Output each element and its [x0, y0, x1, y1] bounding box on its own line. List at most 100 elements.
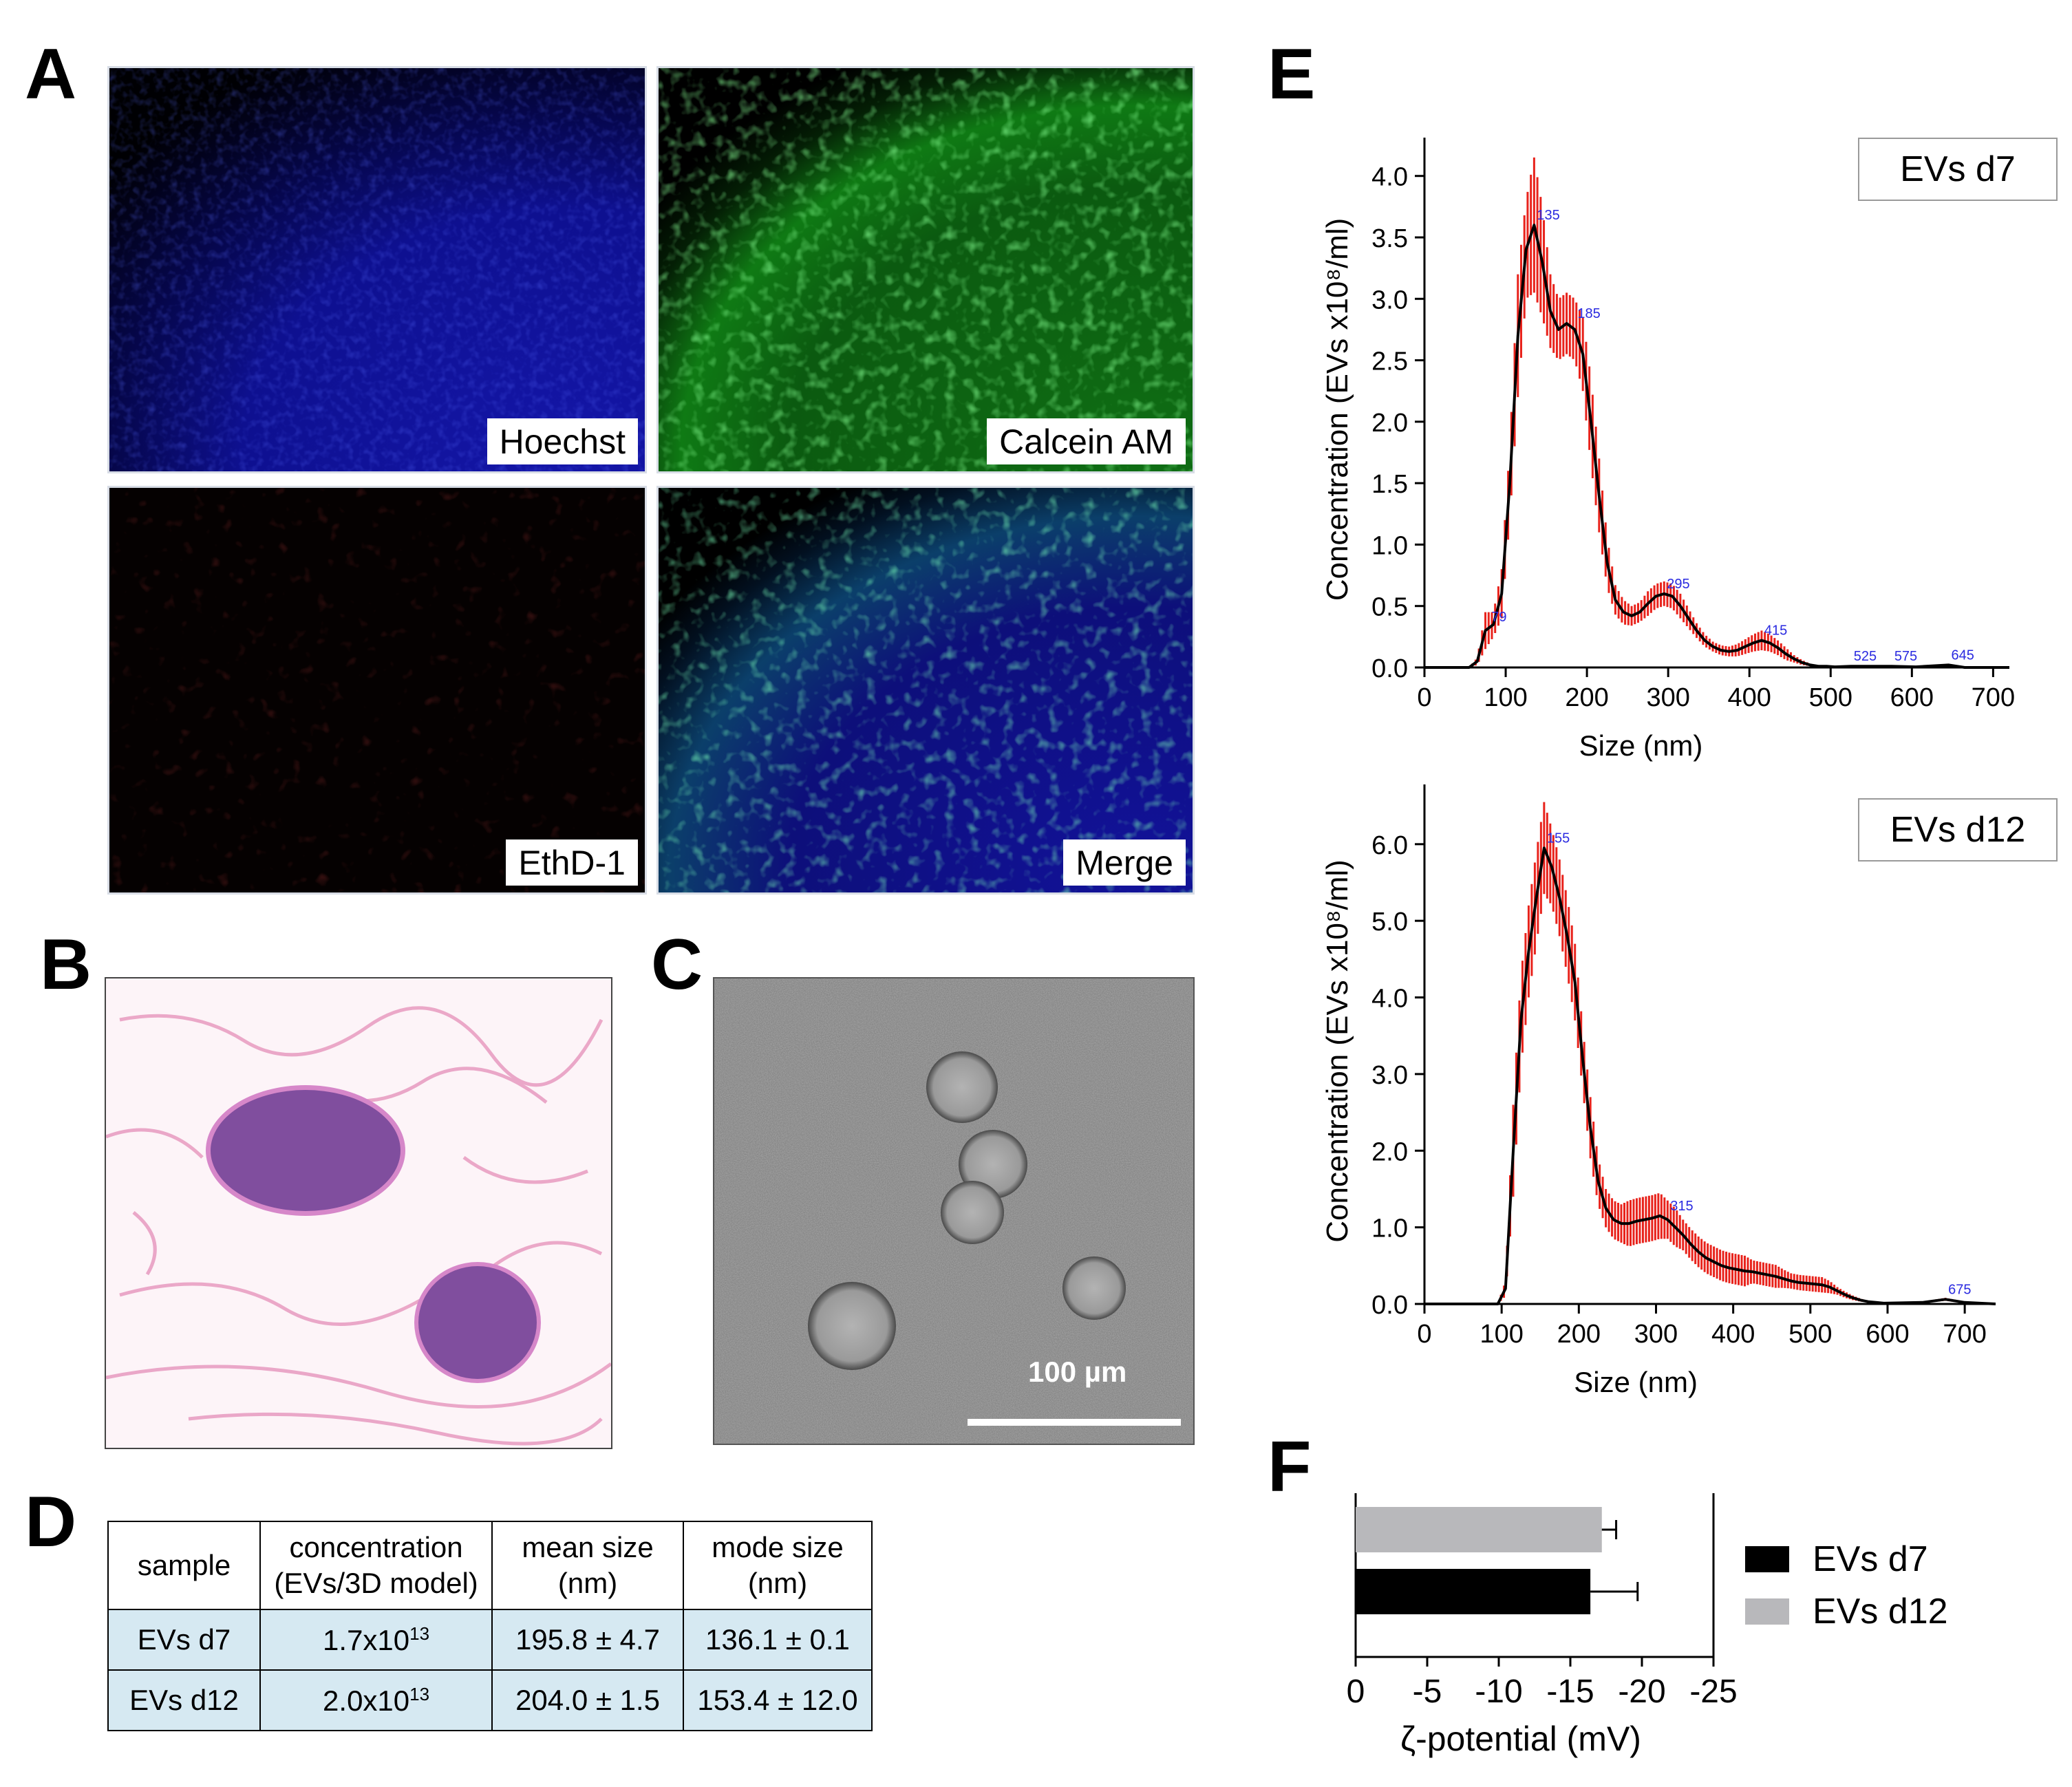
x-axis-label: ζ-potential (mV)	[1400, 1720, 1641, 1758]
tem-drawing	[714, 978, 1193, 1444]
cell-sample: EVs d7	[107, 1609, 261, 1671]
peak-label: 675	[1948, 1282, 1971, 1297]
x-tick-label: 700	[1943, 1320, 1986, 1349]
y-tick-label: 5.0	[1371, 908, 1408, 937]
calcein-image	[659, 68, 1193, 471]
x-axis-label: Size (nm)	[1574, 1366, 1698, 1398]
micrograph-merge: Merge	[656, 486, 1195, 895]
peak-label: 295	[1667, 577, 1689, 592]
vesicle	[941, 1181, 1004, 1244]
y-tick-label: 3.0	[1371, 1061, 1408, 1090]
micrograph-ethd: EthD-1	[107, 486, 647, 895]
ethd-image	[109, 488, 645, 892]
peak-label: 525	[1854, 649, 1877, 664]
legend-label: EVs d12	[1813, 1592, 1948, 1631]
y-tick-label: 2.0	[1371, 409, 1408, 438]
cell-cluster-2	[414, 1262, 541, 1383]
table-row: EVs d7 1.7x1013 195.8 ± 4.7 136.1 ± 0.1	[107, 1609, 873, 1671]
cell-mode-size: 136.1 ± 0.1	[682, 1609, 873, 1671]
histology-image	[105, 977, 612, 1449]
panel-letter-a: A	[25, 34, 77, 114]
x-tick-label: -25	[1689, 1673, 1737, 1710]
bar-evs-d7	[1356, 1569, 1591, 1614]
series-line	[1424, 224, 2009, 669]
ev-characterization-table: sample concentration (EVs/3D model) mean …	[107, 1521, 873, 1731]
peak-label: 185	[1577, 306, 1600, 321]
y-tick-label: 4.0	[1371, 163, 1408, 192]
micrograph-calcein: Calcein AM	[656, 66, 1195, 473]
y-tick-label: 3.0	[1371, 286, 1408, 314]
y-tick-label: 0.0	[1371, 1291, 1408, 1320]
header-mean-size: mean size (nm)	[491, 1521, 684, 1610]
x-tick-label: 400	[1728, 683, 1771, 712]
zeta-potential-chart: 0 -5 -10 -15 -20 -25 ζ-potential (mV)	[1347, 1493, 1738, 1758]
vesicle	[1062, 1256, 1126, 1320]
y-tick-label: 0.0	[1371, 654, 1408, 683]
bar-evs-d12	[1356, 1507, 1602, 1552]
series-line	[1424, 846, 1996, 1305]
header-sample: sample	[107, 1521, 261, 1610]
x-tick-label: -10	[1475, 1673, 1522, 1710]
peak-label: 155	[1547, 831, 1570, 846]
peak-label: 415	[1764, 623, 1787, 639]
nta-chart-d7: 0.0 0.5 1.0 1.5 2.0 2.5 3.0 3.5 4.0 0 100 200 300 400…	[1321, 138, 2015, 762]
hoechst-image	[109, 68, 645, 471]
peak-label: 315	[1670, 1199, 1693, 1214]
y-tick-label: 4.0	[1371, 985, 1408, 1014]
y-axis-label: Concentration (EVs x10⁸/ml)	[1321, 859, 1354, 1243]
panel-letter-b: B	[40, 925, 92, 1005]
legend-swatch-black	[1745, 1546, 1789, 1572]
panel-letter-e: E	[1268, 34, 1316, 114]
x-tick-label: -15	[1546, 1673, 1594, 1710]
cell-sample: EVs d12	[107, 1669, 261, 1731]
merge-label: Merge	[1063, 839, 1186, 886]
legend-label: EVs d7	[1813, 1539, 1928, 1579]
legend-item-evs-d7: EVs d7	[1745, 1539, 1928, 1580]
x-tick-label: -5	[1413, 1673, 1442, 1710]
scale-bar-label: 100 µm	[1028, 1356, 1127, 1388]
nta-chart-d12: 0.0 1.0 2.0 3.0 4.0 5.0 6.0 0 100 200 300 400 500 600…	[1321, 784, 1996, 1398]
x-tick-label: 300	[1646, 683, 1689, 712]
table-row: EVs d12 2.0x1013 204.0 ± 1.5 153.4 ± 12.…	[107, 1669, 873, 1731]
legend-item-evs-d12: EVs d12	[1745, 1591, 1948, 1632]
histology-drawing	[105, 1006, 612, 1446]
x-tick-label: 700	[1972, 683, 2015, 712]
y-tick-label: 3.5	[1371, 224, 1408, 253]
x-tick-label: 300	[1634, 1320, 1678, 1349]
legend-evs-d12: EVs d12	[1858, 798, 2058, 862]
peak-label: 645	[1951, 648, 1974, 663]
x-tick-label: 0	[1417, 683, 1431, 712]
cell-concentration: 2.0x1013	[259, 1669, 493, 1731]
y-tick-label: 1.0	[1371, 1214, 1408, 1243]
panel-letter-d: D	[25, 1482, 77, 1562]
x-tick-label: 500	[1809, 683, 1852, 712]
x-tick-label: 0	[1347, 1673, 1365, 1710]
vesicle	[926, 1051, 998, 1123]
legend-swatch-gray	[1745, 1598, 1789, 1625]
peak-label: 79	[1491, 610, 1506, 625]
x-axis-label: Size (nm)	[1579, 729, 1703, 762]
cell-mode-size: 153.4 ± 12.0	[682, 1669, 873, 1731]
cell-mean-size: 204.0 ± 1.5	[491, 1669, 684, 1731]
y-tick-label: 2.5	[1371, 347, 1408, 376]
ethd-label: EthD-1	[506, 839, 638, 886]
peak-label: 135	[1537, 208, 1559, 223]
x-tick-label: 0	[1417, 1320, 1431, 1349]
y-tick-label: 1.0	[1371, 531, 1408, 560]
cell-concentration: 1.7x1013	[259, 1609, 493, 1671]
panel-letter-c: C	[651, 925, 703, 1005]
x-tick-label: 600	[1890, 683, 1934, 712]
y-tick-label: 1.5	[1371, 470, 1408, 499]
micrograph-hoechst: Hoechst	[107, 66, 647, 473]
hoechst-label: Hoechst	[487, 418, 638, 464]
calcein-label: Calcein AM	[987, 418, 1186, 464]
x-tick-label: 200	[1565, 683, 1608, 712]
x-tick-label: 200	[1557, 1320, 1601, 1349]
x-tick-label: -20	[1618, 1673, 1665, 1710]
x-tick-label: 500	[1788, 1320, 1832, 1349]
merge-image	[659, 488, 1193, 892]
x-tick-label: 600	[1866, 1320, 1909, 1349]
cell-mean-size: 195.8 ± 4.7	[491, 1609, 684, 1671]
table-header-row: sample concentration (EVs/3D model) mean …	[107, 1521, 873, 1610]
y-tick-label: 2.0	[1371, 1137, 1408, 1166]
